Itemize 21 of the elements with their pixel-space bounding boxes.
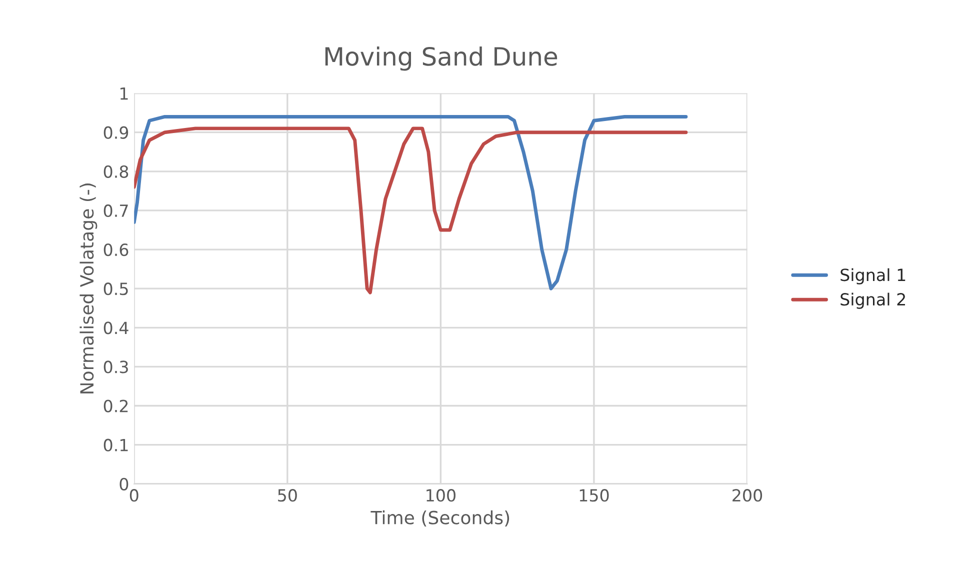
y-tick-label: 0.6 [104,243,128,256]
x-tick-label: 0 [130,489,138,502]
y-axis-title: Normalised Volatage (-) [80,184,98,394]
x-axis-title: Time (Seconds) [370,510,510,527]
y-tick-label: 0.8 [104,165,128,178]
legend-label: Signal 2 [840,292,905,309]
chart-title: Moving Sand Dune [325,46,558,71]
y-tick-label: 0.5 [104,282,128,296]
x-tick-label: 100 [426,489,456,502]
y-tick-label: 0.2 [104,400,128,412]
x-tick-label: 200 [732,489,762,502]
y-tick-label: 0.3 [104,360,128,374]
legend-label: Signal 1 [840,268,906,284]
x-tick-label: 50 [278,489,297,502]
y-tick-label: 0 [120,478,128,490]
y-tick-label: 0.4 [104,322,128,334]
y-tick-label: 1 [120,87,128,100]
y-tick-label: 0.1 [104,438,128,452]
x-tick-label: 150 [580,489,609,502]
y-tick-label: 0.7 [104,204,128,218]
y-tick-label: 0.9 [104,126,128,139]
